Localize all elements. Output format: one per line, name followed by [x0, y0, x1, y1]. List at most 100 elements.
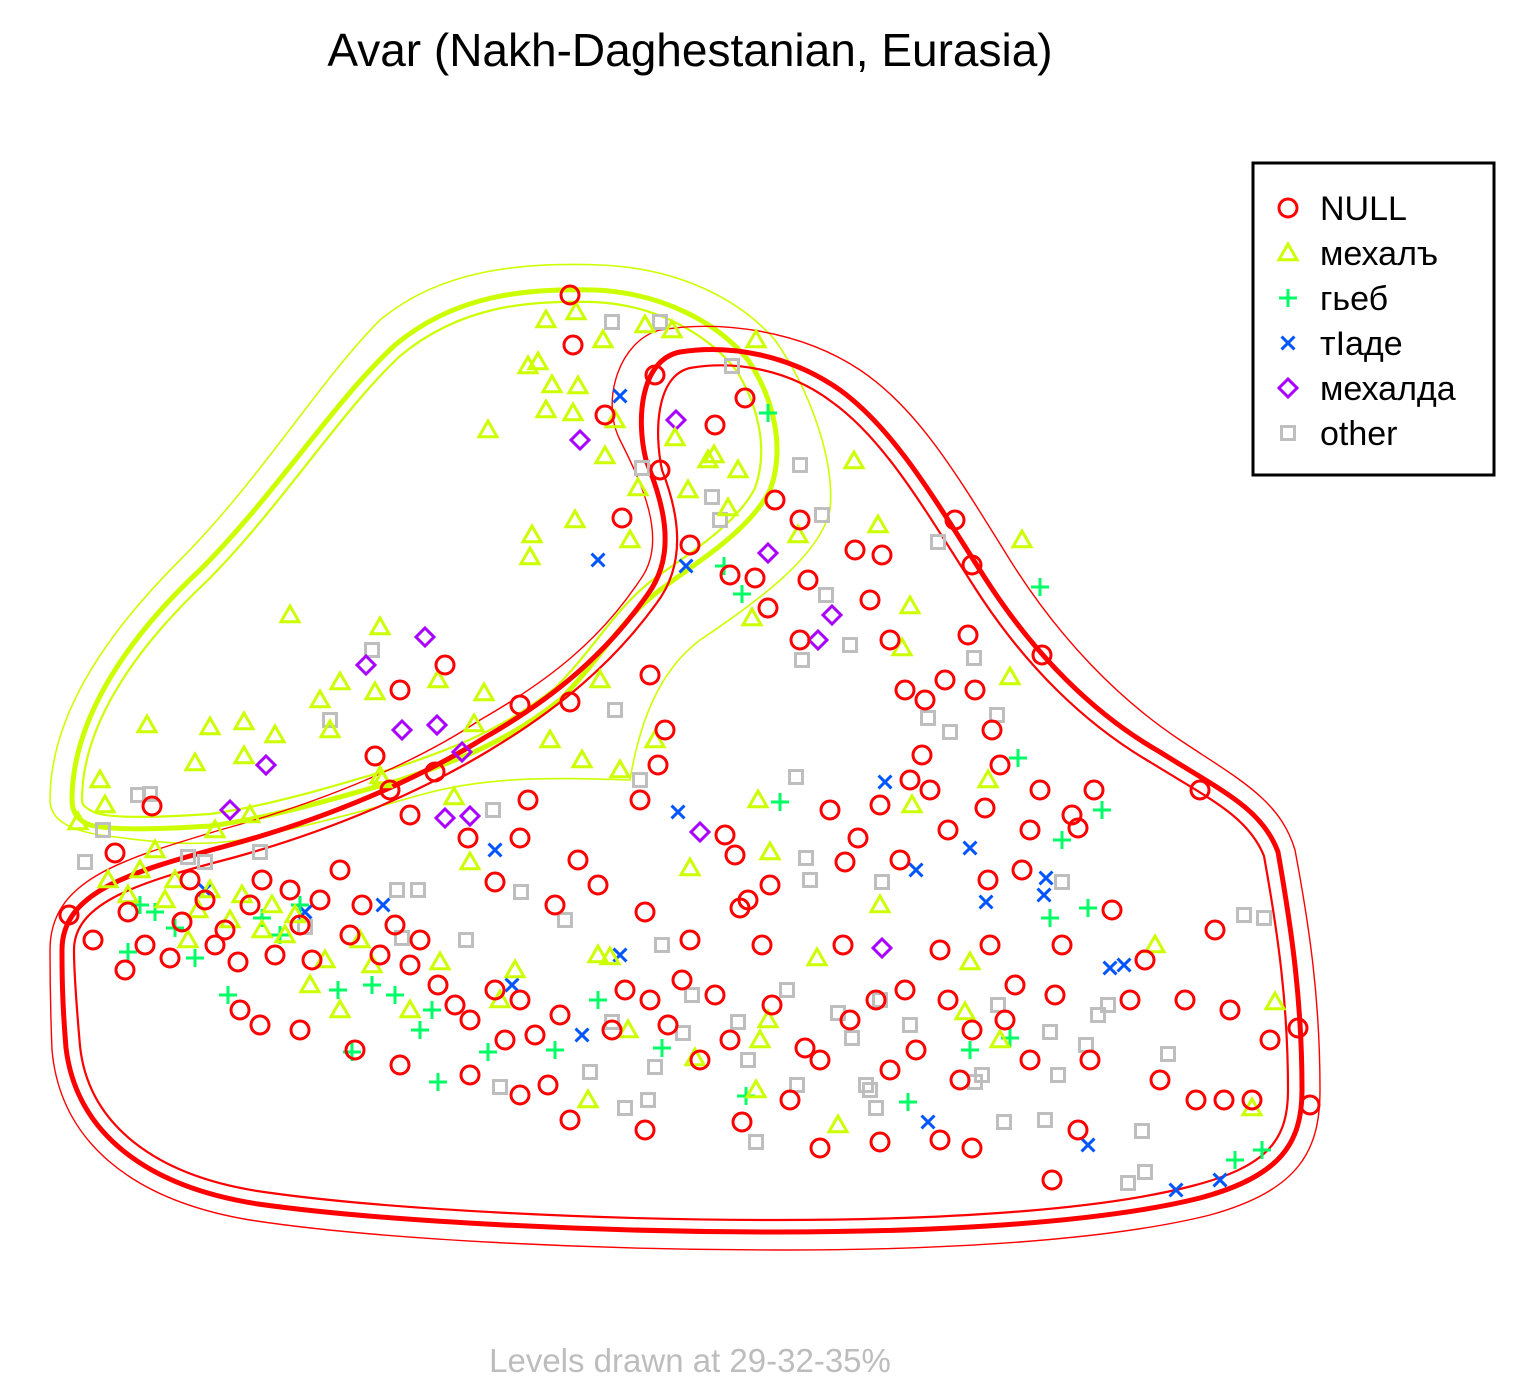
- contour-mekhal-mid: [69, 287, 780, 832]
- data-point-mekhal: [143, 837, 167, 859]
- data-point-null: [649, 459, 671, 481]
- data-point-mekhal: [786, 522, 810, 544]
- data-point-geb: [1053, 831, 1071, 849]
- data-point-mekhal: [805, 945, 829, 967]
- data-point-null: [719, 1029, 741, 1051]
- data-point-mekhalda: [820, 603, 844, 627]
- data-point-null: [737, 889, 759, 911]
- data-point-null: [894, 679, 916, 701]
- data-point-other: [1236, 907, 1252, 923]
- data-point-mekhal: [716, 495, 740, 517]
- data-point-null: [424, 761, 446, 783]
- data-point-null: [744, 567, 766, 589]
- data-point-null: [905, 1039, 927, 1061]
- data-point-null: [251, 869, 273, 891]
- data-point-other: [634, 460, 650, 476]
- data-point-mekhal: [826, 1112, 850, 1134]
- data-point-other: [640, 1092, 656, 1108]
- data-point-mekhal: [538, 727, 562, 749]
- data-point-mekhal: [898, 593, 922, 615]
- data-point-mekhal: [900, 792, 924, 814]
- data-point-null: [714, 824, 736, 846]
- data-point-mekhal: [534, 397, 558, 419]
- data-point-other: [1100, 997, 1116, 1013]
- data-point-mekhal: [308, 687, 332, 709]
- data-point-mekhal: [238, 802, 262, 824]
- data-point-mekhal: [633, 312, 657, 334]
- data-point-null: [961, 1019, 983, 1041]
- data-point-mekhal: [586, 942, 610, 964]
- data-point-null: [764, 489, 786, 511]
- legend-label-mekhalda: мехалда: [1320, 370, 1456, 408]
- data-point-null: [679, 929, 701, 951]
- data-point-null: [757, 597, 779, 619]
- data-point-mekhal: [442, 784, 466, 806]
- legend: NULL мехалъ гьеб тІаде мехалда other: [1251, 161, 1496, 477]
- data-point-mekhal: [328, 669, 352, 691]
- data-point-mekhal: [398, 997, 422, 1019]
- data-point-other: [684, 987, 700, 1003]
- chart-title: Avar (Nakh-Daghestanian, Eurasia): [327, 24, 1052, 76]
- data-point-mekhal: [748, 1027, 772, 1049]
- data-point-mekhalda: [664, 408, 688, 432]
- data-point-other: [607, 702, 623, 718]
- data-point-other: [730, 1014, 746, 1030]
- data-point-null: [204, 934, 226, 956]
- data-point-null: [689, 1049, 711, 1071]
- data-point-null: [384, 914, 406, 936]
- data-point-null: [104, 842, 126, 864]
- data-point-tiade: [1038, 870, 1054, 886]
- data-point-null: [1101, 899, 1123, 921]
- data-point-tiade: [670, 804, 686, 820]
- data-point-other: [704, 489, 720, 505]
- data-point-null: [459, 1064, 481, 1086]
- data-point-null: [1189, 779, 1211, 801]
- data-point-geb: [423, 1001, 441, 1019]
- data-point-geb: [899, 1093, 917, 1111]
- data-point-geb: [219, 986, 237, 1004]
- contours: [49, 263, 1321, 1251]
- data-point-mekhal: [283, 902, 307, 924]
- data-point-null: [537, 1074, 559, 1096]
- data-point-other: [458, 932, 474, 948]
- data-point-null: [351, 894, 373, 916]
- data-point-null: [847, 827, 869, 849]
- data-point-mekhal: [576, 1087, 600, 1109]
- data-point-mekhal: [696, 447, 720, 469]
- data-point-null: [134, 934, 156, 956]
- data-point-geb: [386, 986, 404, 1004]
- data-point-mekhal: [566, 373, 590, 395]
- data-point-null: [1134, 949, 1156, 971]
- data-point-mekhalda: [433, 806, 457, 830]
- data-point-null: [789, 629, 811, 651]
- data-point-mekhalda: [450, 740, 474, 764]
- data-point-mekhal: [318, 717, 342, 739]
- data-point-null: [1083, 779, 1105, 801]
- data-point-other: [77, 854, 93, 870]
- data-point-other: [1050, 1067, 1066, 1083]
- series-other: [77, 314, 1272, 1191]
- data-point-other: [748, 1134, 764, 1150]
- contour-null-mid: [59, 347, 1305, 1235]
- data-point-null: [264, 944, 286, 966]
- data-point-null: [239, 894, 261, 916]
- data-point-other: [632, 772, 648, 788]
- data-point-null: [1185, 1089, 1207, 1111]
- data-point-null: [427, 974, 449, 996]
- data-point-null: [227, 951, 249, 973]
- data-point-null: [229, 999, 251, 1021]
- legend-marker-tiade: [1280, 335, 1296, 351]
- data-point-geb: [589, 991, 607, 1009]
- data-point-mekhalda: [870, 936, 894, 960]
- contour-null-outer: [49, 325, 1321, 1251]
- data-point-tiade: [1036, 887, 1052, 903]
- data-point-mekhal: [1143, 932, 1167, 954]
- data-point-mekhal: [163, 867, 187, 889]
- data-point-mekhal: [183, 750, 207, 772]
- data-point-null: [141, 795, 163, 817]
- data-point-mekhal: [626, 475, 650, 497]
- data-point-null: [249, 1014, 271, 1036]
- data-point-tiade: [1212, 1172, 1228, 1188]
- data-point-other: [654, 937, 670, 953]
- data-point-mekhal: [564, 299, 588, 321]
